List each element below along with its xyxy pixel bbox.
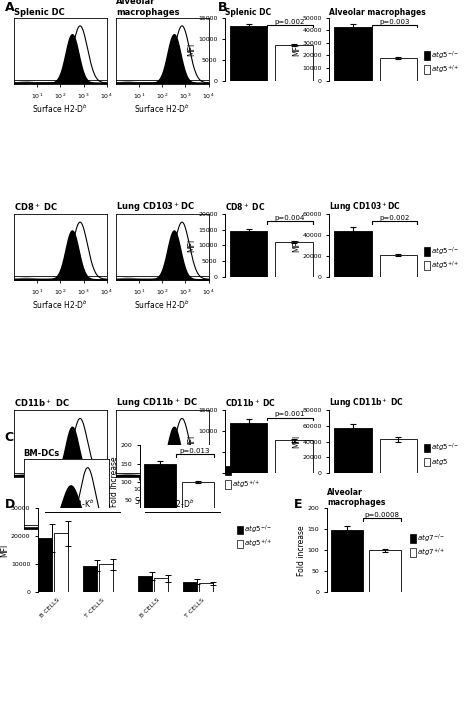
Text: p=0.002: p=0.002 <box>379 215 410 221</box>
Bar <box>183 582 197 592</box>
Text: C: C <box>5 431 14 444</box>
Bar <box>230 231 267 277</box>
Text: CD8$^+$ DC: CD8$^+$ DC <box>225 201 265 213</box>
Text: Alveolar
macrophages: Alveolar macrophages <box>116 0 180 17</box>
Bar <box>380 255 417 277</box>
X-axis label: Surface H2-D$^b$: Surface H2-D$^b$ <box>135 102 190 115</box>
X-axis label: Surface H2-D$^b$: Surface H2-D$^b$ <box>33 102 88 115</box>
Bar <box>334 428 372 473</box>
Text: p=0.0008: p=0.0008 <box>365 512 400 518</box>
Text: Alveolar
macrophages: Alveolar macrophages <box>327 488 385 508</box>
Text: B: B <box>218 1 228 15</box>
Text: Lung CD11b$^+$ DC: Lung CD11b$^+$ DC <box>329 396 404 410</box>
Text: A: A <box>5 1 14 15</box>
Bar <box>199 583 213 592</box>
Bar <box>144 464 175 519</box>
Y-axis label: Fold increase: Fold increase <box>110 456 119 508</box>
Text: $atg5^{+/+}$: $atg5^{+/+}$ <box>232 478 261 491</box>
Y-axis label: MFI: MFI <box>188 435 197 448</box>
Bar <box>275 440 313 473</box>
Text: CD11b$^+$ DC: CD11b$^+$ DC <box>225 397 276 409</box>
Text: H2-D$^b$: H2-D$^b$ <box>170 498 195 510</box>
Bar <box>182 482 214 519</box>
Bar <box>370 550 401 592</box>
Bar <box>83 566 97 592</box>
Bar <box>275 45 313 81</box>
Text: D: D <box>5 498 15 511</box>
Bar <box>334 27 372 81</box>
Text: E: E <box>294 498 302 511</box>
Text: p=0.003: p=0.003 <box>379 19 410 25</box>
Text: CD11b$^+$ DC: CD11b$^+$ DC <box>14 397 70 409</box>
Text: $atg7^{-/-}$: $atg7^{-/-}$ <box>417 532 446 545</box>
Text: $atg5^{-/-}$: $atg5^{-/-}$ <box>232 464 261 477</box>
Text: $atg5^{-/-}$: $atg5^{-/-}$ <box>431 245 460 258</box>
Text: CD8$^+$ DC: CD8$^+$ DC <box>14 201 58 213</box>
Bar <box>331 530 363 592</box>
Bar <box>230 423 267 473</box>
Bar <box>230 26 267 81</box>
Text: $atg5^{+/+}$: $atg5^{+/+}$ <box>431 63 460 76</box>
Bar <box>138 576 152 592</box>
Bar <box>380 440 417 473</box>
Text: Lung CD103$^+$DC: Lung CD103$^+$DC <box>329 200 401 214</box>
Text: $atg5^{-/-}$: $atg5^{-/-}$ <box>431 49 460 62</box>
Text: Splenic DC: Splenic DC <box>225 8 271 17</box>
X-axis label: Surface H2-D$^b$: Surface H2-D$^b$ <box>135 299 190 311</box>
Text: p=0.004: p=0.004 <box>275 215 305 221</box>
Bar <box>334 231 372 277</box>
X-axis label: Surface H2-D$^b$: Surface H2-D$^b$ <box>135 495 190 508</box>
X-axis label: Surface H2-D$^b$: Surface H2-D$^b$ <box>38 547 94 560</box>
Text: Lung CD103$^+$DC: Lung CD103$^+$DC <box>116 200 195 214</box>
Text: $atg5$: $atg5$ <box>431 456 448 468</box>
Text: $atg5^{-/-}$: $atg5^{-/-}$ <box>431 442 460 454</box>
Text: BM-DCs: BM-DCs <box>24 449 60 458</box>
Y-axis label: MFI: MFI <box>0 544 9 557</box>
Y-axis label: MFI: MFI <box>188 43 197 55</box>
Text: Lung CD11b$^+$ DC: Lung CD11b$^+$ DC <box>116 396 198 410</box>
Bar <box>154 578 168 592</box>
Bar <box>38 538 53 592</box>
Text: $atg5^{+/+}$: $atg5^{+/+}$ <box>431 259 460 272</box>
Text: p=0.002: p=0.002 <box>275 19 305 25</box>
Text: p=0.001: p=0.001 <box>275 411 305 417</box>
Y-axis label: MFI: MFI <box>292 239 301 252</box>
Text: p=0.013: p=0.013 <box>180 448 210 454</box>
Bar <box>99 564 113 592</box>
Y-axis label: MFI: MFI <box>292 43 301 55</box>
Bar <box>55 533 68 592</box>
Text: H2-K$^b$: H2-K$^b$ <box>71 498 95 510</box>
X-axis label: Surface H2-D$^b$: Surface H2-D$^b$ <box>33 495 88 508</box>
Y-axis label: MFI: MFI <box>292 435 301 448</box>
Text: Splenic DC: Splenic DC <box>14 8 65 17</box>
Y-axis label: Fold increase: Fold increase <box>297 525 306 576</box>
Text: $atg5^{+/+}$: $atg5^{+/+}$ <box>244 538 273 550</box>
Y-axis label: MFI: MFI <box>188 239 197 252</box>
X-axis label: Surface H2-D$^b$: Surface H2-D$^b$ <box>33 299 88 311</box>
Bar <box>275 243 313 277</box>
Text: $atg5^{-/-}$: $atg5^{-/-}$ <box>244 524 273 536</box>
Text: Alveolar macrophages: Alveolar macrophages <box>329 8 426 17</box>
Text: $atg7^{+/+}$: $atg7^{+/+}$ <box>417 546 446 559</box>
Bar <box>380 58 417 81</box>
